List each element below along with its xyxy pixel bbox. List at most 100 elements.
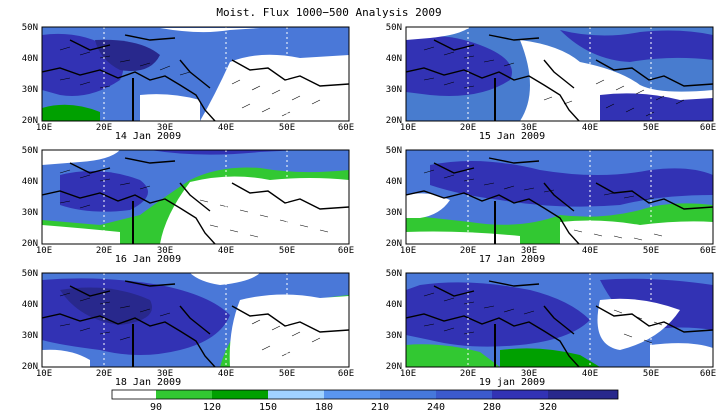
lon-label: 50E [279, 123, 295, 133]
dry-region [42, 150, 120, 165]
coastline [406, 157, 713, 244]
lon-label: 50E [279, 369, 295, 379]
colorbar-label: 210 [371, 402, 389, 413]
dry-region [42, 225, 120, 244]
lon-label: 40E [582, 123, 598, 133]
flux-core-dark [95, 39, 160, 71]
lat-label: 20N [22, 239, 38, 249]
colorbar-segment [380, 390, 436, 399]
lon-label: 40E [218, 369, 234, 379]
map-panel-17-jan: 50N 40N 30N 20N 10E 20E 30E 40E 50E 60E … [386, 146, 716, 265]
dry-region [406, 231, 520, 244]
dry-region [42, 349, 90, 367]
lat-label: 30N [22, 208, 38, 218]
wind-vectors [423, 169, 663, 241]
dry-region [190, 273, 260, 285]
panel-date: 14 Jan 2009 [115, 131, 181, 142]
wind-vectors [423, 292, 663, 344]
figure-title: Moist. Flux 1000−500 Analysis 2009 [216, 6, 441, 19]
map-panel-14-jan: 50N 40N 30N 20N 10E 20E 30E 40E 50E 60E … [22, 23, 354, 142]
dry-region [229, 294, 349, 367]
lon-label: 40E [218, 123, 234, 133]
lat-label: 20N [386, 362, 402, 372]
wind-vectors [59, 292, 321, 357]
lon-label: 10E [36, 246, 52, 256]
panel-frame [41, 149, 350, 245]
dry-region [160, 28, 260, 33]
map-panel-15-jan: 50N 40N 30N 20N 10E 20E 30E 40E 50E 60E … [386, 23, 716, 142]
lon-label: 50E [643, 369, 659, 379]
coastline [42, 34, 349, 121]
map-panel-18-jan: 50N 40N 30N 20N 10E 20E 30E 40E 50E 60E … [22, 269, 354, 388]
lat-label: 50N [22, 269, 38, 279]
lat-label: 50N [22, 23, 38, 33]
wind-vectors [423, 46, 685, 117]
lon-label: 10E [400, 369, 416, 379]
panel-date: 15 Jan 2009 [479, 131, 545, 142]
wind-vectors [59, 46, 321, 117]
colorbar-label: 180 [315, 402, 333, 413]
lon-label: 20E [96, 246, 112, 256]
lon-label: 20E [460, 123, 476, 133]
panel-date: 19 jan 2009 [479, 377, 545, 388]
lon-label: 10E [400, 246, 416, 256]
colorbar-label: 280 [483, 402, 501, 413]
panel-frame [405, 149, 714, 245]
colorbar-label: 90 [150, 402, 162, 413]
lat-label: 50N [22, 146, 38, 156]
lon-label: 60E [700, 246, 716, 256]
lon-label: 30E [521, 123, 537, 133]
lat-label: 50N [386, 269, 402, 279]
lat-label: 50N [386, 23, 402, 33]
colorbar-segment [212, 390, 268, 399]
lat-label: 40N [386, 54, 402, 64]
lon-label: 60E [338, 369, 354, 379]
dry-region [650, 343, 713, 367]
coastline [42, 280, 349, 367]
panel-date: 18 Jan 2009 [115, 377, 181, 388]
lat-label: 40N [22, 177, 38, 187]
coastline [42, 157, 349, 244]
lon-label: 40E [218, 246, 234, 256]
lon-label: 30E [157, 123, 173, 133]
colorbar-segment [268, 390, 324, 399]
colorbar-segment [492, 390, 548, 399]
lon-label: 50E [279, 246, 295, 256]
lon-label: 10E [36, 123, 52, 133]
map-panel-16-jan: 50N 40N 30N 20N 10E 20E 30E 40E 50E 60E … [22, 146, 354, 265]
lon-label: 60E [700, 123, 716, 133]
lon-label: 10E [400, 123, 416, 133]
dry-region [406, 193, 450, 218]
lon-label: 50E [643, 123, 659, 133]
colorbar-label: 120 [203, 402, 221, 413]
colorbar-segment [548, 390, 618, 399]
dry-region [140, 94, 200, 121]
lon-label: 20E [96, 123, 112, 133]
colorbar-frame [111, 389, 619, 400]
dry-region [200, 54, 349, 121]
lat-label: 20N [386, 239, 402, 249]
lon-label: 60E [338, 246, 354, 256]
flux-core-purple [560, 30, 713, 62]
lon-label: 60E [700, 369, 716, 379]
coastline [406, 34, 713, 121]
lat-label: 40N [22, 54, 38, 64]
flux-core-purple [150, 150, 300, 155]
wind-vectors [59, 169, 329, 238]
colorbar-segment [436, 390, 492, 399]
colorbar-segment [112, 390, 156, 399]
lon-label: 20E [460, 369, 476, 379]
lon-label: 30E [157, 246, 173, 256]
lat-label: 20N [22, 362, 38, 372]
dry-region [560, 220, 713, 244]
map-panel-19-jan: 50N 40N 30N 20N 10E 20E 30E 40E 50E 60E … [386, 269, 716, 388]
lon-label: 30E [521, 246, 537, 256]
colorbar-label: 240 [427, 402, 445, 413]
lon-label: 20E [96, 369, 112, 379]
dry-region [406, 27, 470, 40]
lon-label: 30E [521, 369, 537, 379]
colorbar-segment [324, 390, 380, 399]
lat-label: 40N [386, 300, 402, 310]
lon-label: 60E [338, 123, 354, 133]
